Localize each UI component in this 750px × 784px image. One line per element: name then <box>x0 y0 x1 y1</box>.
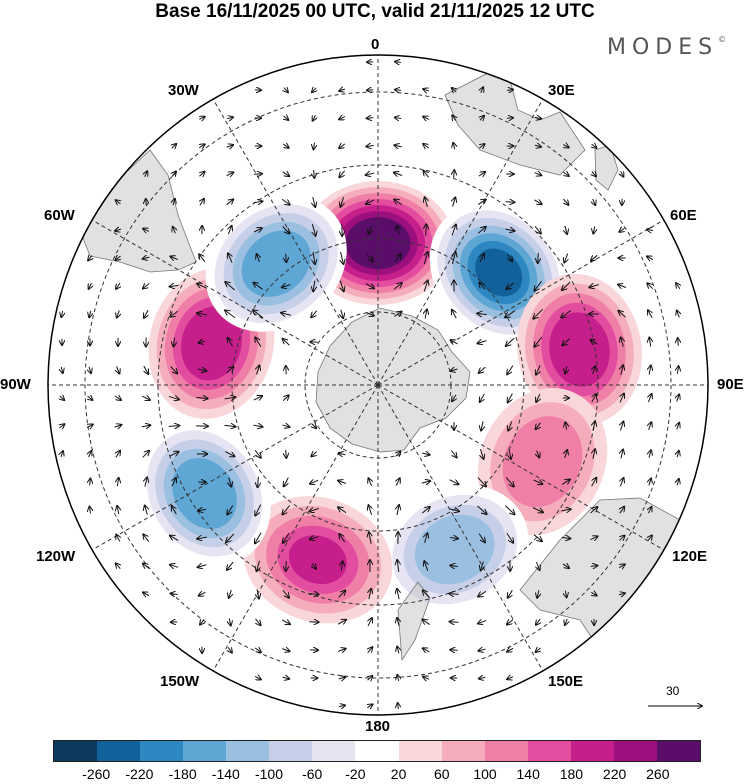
wind-arrow <box>398 703 399 709</box>
colorbar-tick-label: -220 <box>125 766 153 782</box>
colorbar-swatch <box>442 741 485 761</box>
wind-arrow <box>286 254 287 262</box>
lon-label-60e: 60E <box>670 207 697 224</box>
colorbar-tick-label: -20 <box>345 766 365 782</box>
lon-label-120e: 120E <box>672 548 707 565</box>
colorbar-swatch <box>614 741 657 761</box>
wind-arrow <box>450 622 459 623</box>
colorbar-tick-label: 220 <box>603 766 626 782</box>
colorbar-tick-label: -180 <box>169 766 197 782</box>
colorbar-swatch <box>269 741 312 761</box>
colorbar-tick-label: -140 <box>212 766 240 782</box>
lon-label-90w: 90W <box>0 376 31 393</box>
colorbar-swatch <box>183 741 226 761</box>
wind-arrow <box>395 62 401 63</box>
colorbar-tick-label: 100 <box>473 766 496 782</box>
lon-label-90e: 90E <box>717 376 744 393</box>
colorbar-swatch <box>140 741 183 761</box>
colorbar <box>53 740 701 762</box>
colorbar-swatch <box>528 741 571 761</box>
lon-label-180: 180 <box>365 718 390 735</box>
colorbar-swatch <box>485 741 528 761</box>
colorbar-tick-label: 20 <box>391 766 407 782</box>
lon-label-150e: 150E <box>548 673 583 690</box>
wind-arrow <box>426 224 427 235</box>
colorbar-tick-label: 180 <box>560 766 583 782</box>
lon-label-30e: 30E <box>548 82 575 99</box>
colorbar-swatch <box>54 741 97 761</box>
colorbar-swatch <box>355 741 398 761</box>
lon-label-120w: 120W <box>36 548 75 565</box>
wind-arrow <box>506 202 515 203</box>
wind-arrow <box>286 561 287 571</box>
wind-arrow <box>454 170 455 178</box>
colorbar-tick-label: -260 <box>82 766 110 782</box>
colorbar-swatch <box>312 741 355 761</box>
vector-scale-value: 30 <box>666 684 679 698</box>
lon-label-30w: 30W <box>168 82 199 99</box>
colorbar-swatch <box>571 741 614 761</box>
wind-arrow <box>538 253 539 263</box>
lon-label-0: 0 <box>371 36 379 53</box>
colorbar-swatch <box>226 741 269 761</box>
colorbar-tick-label: 140 <box>517 766 540 782</box>
colorbar-tick-label: -100 <box>255 766 283 782</box>
wind-arrow <box>678 338 679 346</box>
wind-arrow <box>367 118 374 119</box>
colorbar-tick-label: -60 <box>302 766 322 782</box>
colorbar-swatch <box>657 741 700 761</box>
colorbar-swatch <box>97 741 140 761</box>
colorbar-tick-label: 60 <box>434 766 450 782</box>
colorbar-swatch <box>399 741 442 761</box>
lon-label-150w: 150W <box>160 673 199 690</box>
colorbar-ticks: -260 -220 -180 -140 -100 -60 -20 20 60 100 140 180 2… <box>0 766 750 784</box>
colorbar-tick-label: 260 <box>646 766 669 782</box>
lon-label-60w: 60W <box>44 207 75 224</box>
